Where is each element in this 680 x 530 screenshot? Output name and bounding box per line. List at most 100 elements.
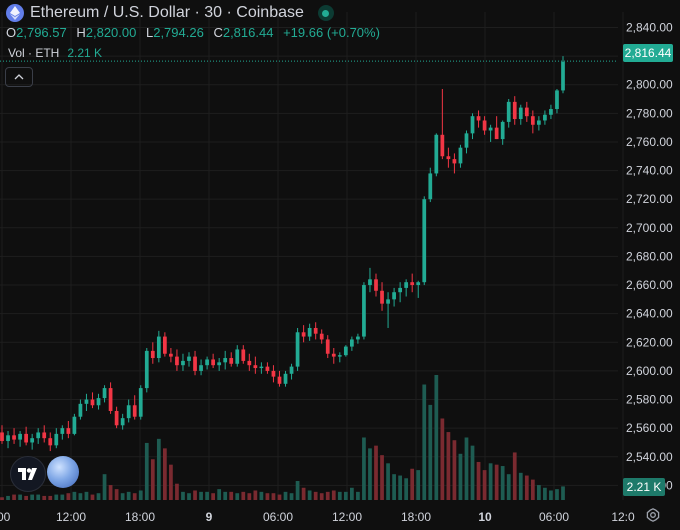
candle-body: [156, 336, 161, 359]
tradingview-logo-icon[interactable]: [10, 456, 46, 492]
volume-bar: [193, 490, 197, 500]
volume-bar: [555, 489, 559, 500]
volume-bar: [283, 491, 288, 500]
time-tick-label: 9: [206, 510, 213, 524]
candle-body: [295, 332, 300, 367]
candle-body: [247, 360, 252, 366]
volume-bar: [368, 448, 372, 500]
candle-body: [54, 433, 59, 446]
volume-bar: [307, 490, 312, 500]
time-tick-label: 12:0: [611, 510, 635, 524]
volume-bar: [253, 490, 258, 500]
candle-body: [223, 358, 228, 363]
volume-bar: [223, 491, 228, 500]
volume-bar: [386, 463, 390, 500]
volume-bar: [150, 459, 155, 500]
volume-bar: [144, 442, 149, 500]
volume-bar: [494, 464, 499, 500]
volume-bar: [398, 475, 402, 500]
volume-bar: [524, 475, 529, 500]
volume-bar: [156, 438, 161, 500]
candle-body: [12, 435, 16, 440]
candle-body: [217, 362, 222, 366]
candle-body: [120, 418, 125, 426]
volume-bar: [530, 479, 535, 500]
price-tick-label: 2,680.00: [626, 249, 673, 263]
price-tick-label: 2,560.00: [626, 421, 673, 435]
price-tick-label: 2,800.00: [626, 78, 673, 92]
candle-body: [343, 346, 348, 356]
price-tick-label: 2,540.00: [626, 450, 673, 464]
volume-bar: [464, 437, 469, 500]
candle-body: [259, 366, 264, 369]
volume-bar: [108, 485, 113, 500]
candle-body: [72, 416, 77, 434]
volume-legend[interactable]: Vol · ETH 2.21 K: [8, 46, 102, 60]
last-price-text: 2,816.44: [625, 46, 672, 60]
candle-body: [78, 403, 83, 417]
candle-body: [506, 101, 511, 122]
volume-bar: [78, 493, 83, 500]
candle-body: [350, 339, 354, 347]
collapse-legend-button[interactable]: [5, 67, 33, 87]
candle-body: [24, 433, 28, 443]
volume-bar: [416, 470, 421, 500]
symbol-legend[interactable]: Ethereum / U.S. Dollar · 30 · Coinbase: [6, 4, 334, 22]
volume-bar: [60, 494, 65, 500]
volume-bar: [313, 491, 318, 500]
volume-value: 2.21 K: [67, 46, 103, 60]
candle-body: [452, 159, 457, 164]
candle-body: [289, 366, 294, 374]
volume-bar: [120, 493, 125, 500]
ohlc-values: O2,796.57 H2,820.00 L2,794.26 C2,816.44 …: [6, 25, 380, 40]
volume-bar: [549, 490, 553, 500]
price-axis[interactable]: 2,840.002,820.002,800.002,780.002,760.00…: [626, 20, 673, 492]
price-tick-label: 2,780.00: [626, 106, 673, 120]
candle-body: [36, 432, 41, 439]
time-axis[interactable]: :00 12:00 18:00 9 06:00 12:00 18:00 10 06:00 12:0: [0, 510, 635, 524]
volume-bar: [169, 464, 173, 500]
price-tick-label: 2,620.00: [626, 335, 673, 349]
candle-body: [66, 428, 71, 434]
volume-bar: [6, 495, 10, 500]
settings-gear-icon[interactable]: [645, 508, 661, 524]
candle-body: [187, 356, 191, 361]
candle-body: [169, 353, 173, 357]
volume-bar: [428, 404, 433, 500]
open-value: 2,796.57: [16, 25, 67, 40]
volume-bar: [30, 494, 35, 500]
candle-body: [265, 366, 270, 371]
volume-bar: [96, 493, 101, 500]
volume-bar: [181, 491, 185, 500]
candle-body: [512, 101, 517, 120]
candle-body: [283, 373, 288, 384]
candle-body: [301, 332, 306, 337]
candle-body: [494, 127, 499, 140]
candle-body: [229, 358, 234, 364]
candle-body: [205, 359, 209, 366]
volume-bar: [440, 418, 445, 500]
volume-bar: [217, 489, 222, 500]
candle-body: [144, 350, 149, 389]
moon-icon[interactable]: [47, 456, 79, 488]
time-tick-label: 18:00: [401, 510, 431, 524]
volume-bar: [102, 474, 107, 500]
volume-bar: [380, 455, 384, 500]
candle-body: [277, 376, 282, 384]
candle-body: [386, 299, 390, 304]
volume-bar: [265, 493, 270, 500]
candle-body: [18, 433, 22, 440]
price-tick-label: 2,660.00: [626, 278, 673, 292]
volume-bar: [163, 448, 167, 500]
candle-body: [482, 120, 487, 131]
candle-body: [410, 282, 415, 286]
candle-body: [30, 438, 35, 443]
price-tick-label: 2,720.00: [626, 192, 673, 206]
candle-body: [325, 339, 330, 354]
volume-bar: [66, 493, 71, 500]
volume-bar: [537, 485, 541, 500]
candle-body: [500, 121, 505, 140]
volume-bar: [295, 480, 300, 500]
candlestick-series: [0, 56, 565, 452]
